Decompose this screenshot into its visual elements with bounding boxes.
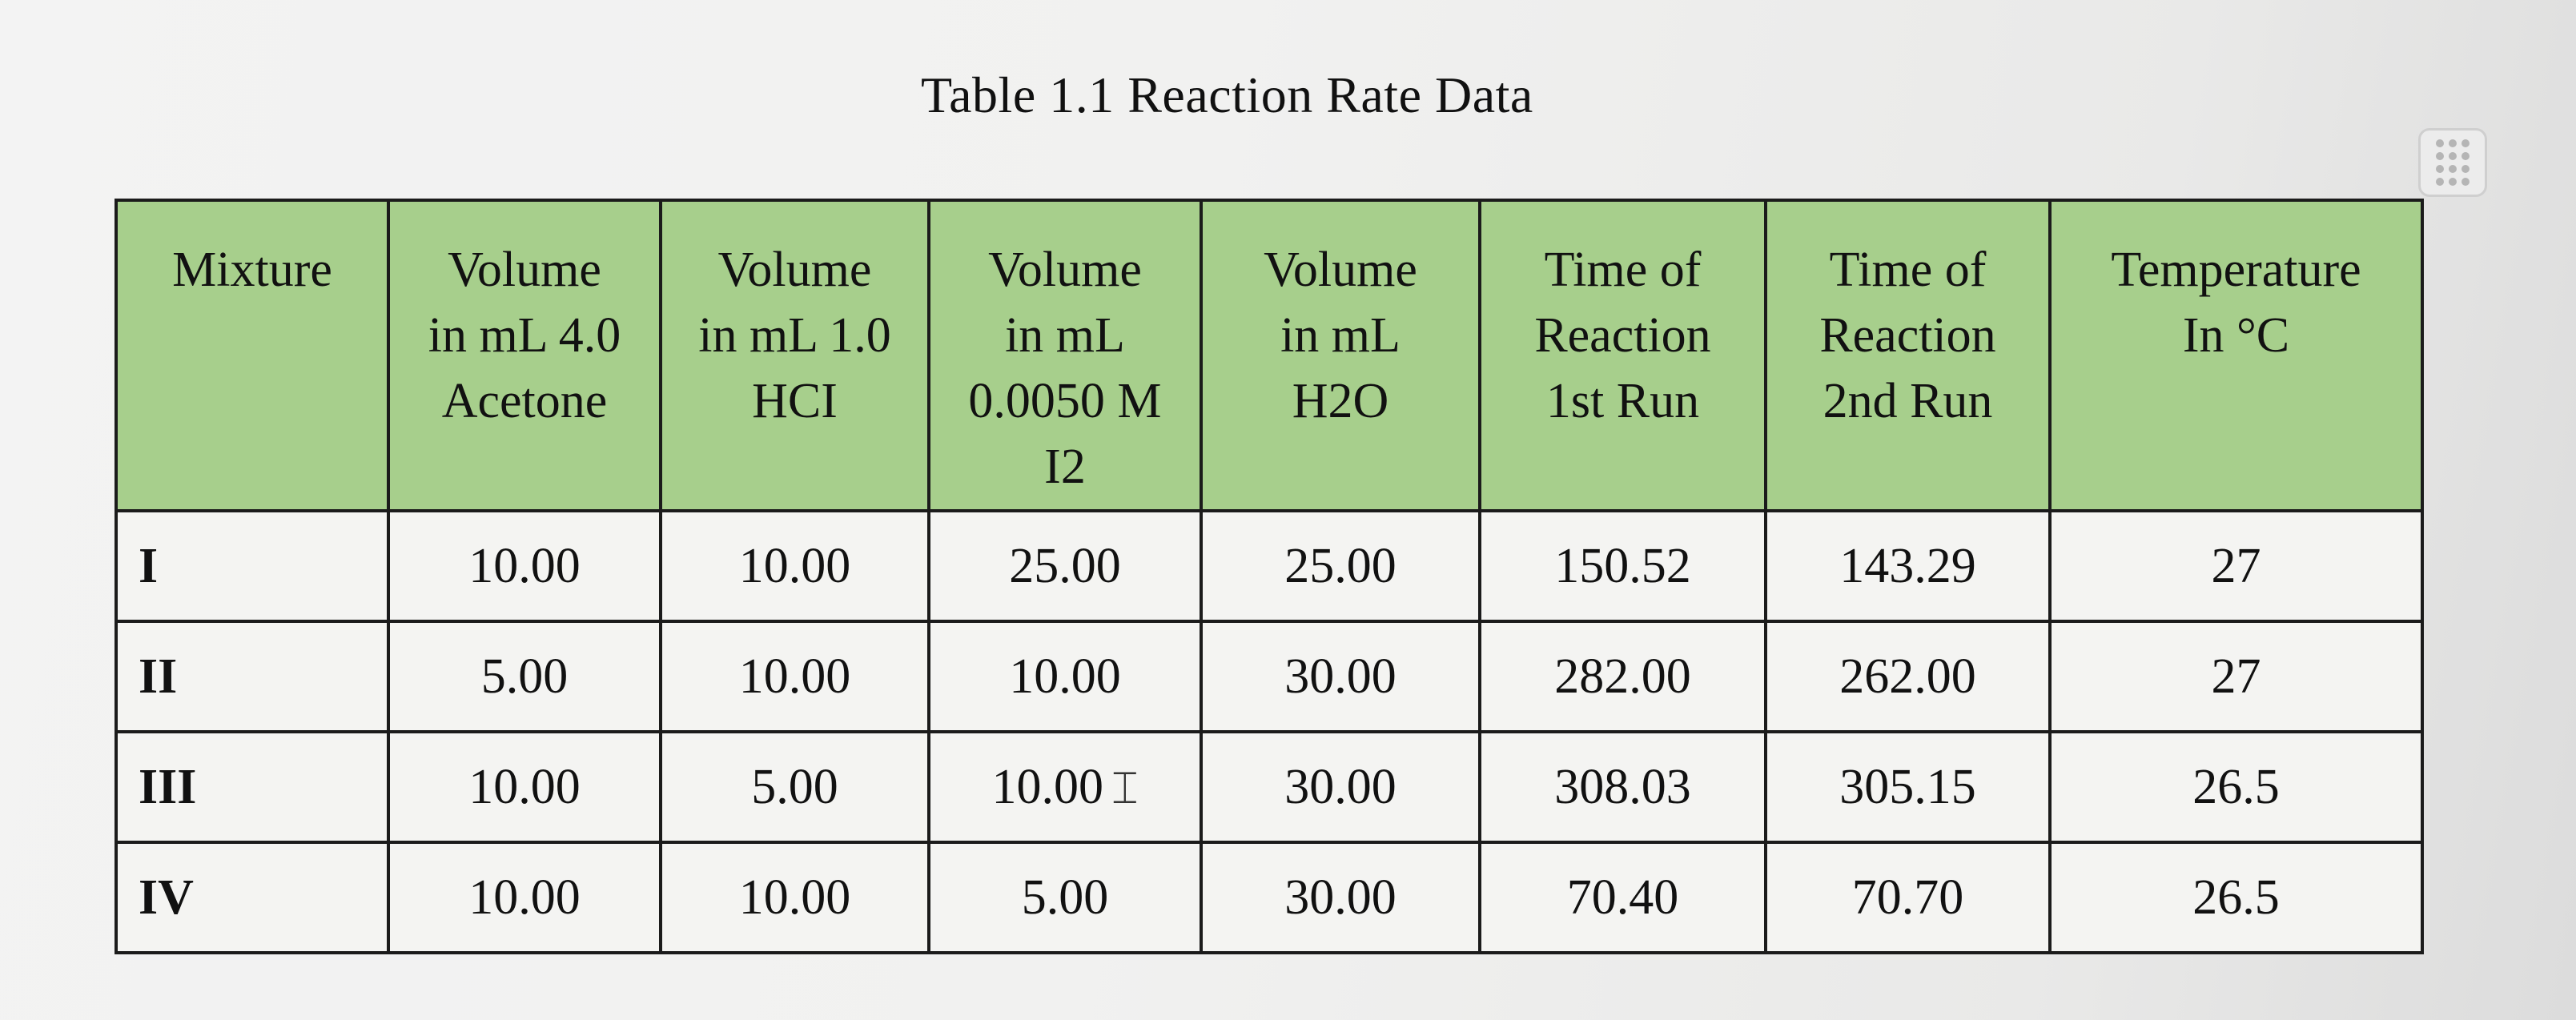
header-iodine-volume: Volume in mL 0.0050 M I2 [927,199,1203,512]
table-cell[interactable]: 282.00 [1478,620,1767,733]
mixture-label[interactable]: III [115,730,390,844]
header-hcl-volume: Volume in mL 1.0 HCI [659,199,930,512]
table-row: IV 10.00 10.00 5.00 30.00 70.40 70.70 26… [115,841,2424,954]
table-cell[interactable]: 26.5 [2048,730,2424,844]
table-cell[interactable]: 10.00 [387,509,662,623]
table-cell[interactable]: 25.00 [1200,509,1481,623]
mixture-label[interactable]: IV [115,841,390,954]
mixture-label[interactable]: I [115,509,390,623]
table-caption: Table 1.1 Reaction Rate Data [921,66,1533,123]
table-row: III 10.00 5.00 10.00 ⌶ 30.00 308.03 305.1… [115,730,2424,844]
table-cell[interactable]: 305.15 [1764,730,2052,844]
table-row: II 5.00 10.00 10.00 30.00 282.00 262.00 … [115,620,2424,733]
table-cell[interactable]: 10.00 [387,841,662,954]
table-cell[interactable]: 70.40 [1478,841,1767,954]
table-cell[interactable]: 10.00 [659,620,930,733]
header-time-2nd-run: Time of Reaction 2nd Run [1764,199,2052,512]
grip-dots [2436,139,2470,186]
table-cell[interactable]: 30.00 [1200,620,1481,733]
table-cell[interactable]: 10.00 [659,509,930,623]
drag-handle-icon[interactable] [2418,128,2487,197]
table-cell[interactable]: 10.00 ⌶ [927,730,1203,844]
table-cell[interactable]: 143.29 [1764,509,2052,623]
header-mixture: Mixture [115,199,390,512]
table-cell[interactable]: 5.00 [659,730,930,844]
header-temperature: Temperature In °C [2048,199,2424,512]
table-cell[interactable]: 10.00 [659,841,930,954]
table-cell[interactable]: 25.00 [927,509,1203,623]
header-time-1st-run: Time of Reaction 1st Run [1478,199,1767,512]
header-row: Mixture Volume in mL 4.0 Acetone Volume … [115,199,2424,512]
reaction-rate-table: Mixture Volume in mL 4.0 Acetone Volume … [115,199,2424,954]
table-cell[interactable]: 27 [2048,620,2424,733]
table-cell[interactable]: 308.03 [1478,730,1767,844]
table-cell[interactable]: 10.00 [927,620,1203,733]
mixture-label[interactable]: II [115,620,390,733]
table-cell[interactable]: 5.00 [387,620,662,733]
cell-value: 10.00 [991,759,1103,814]
table-cell[interactable]: 150.52 [1478,509,1767,623]
table-cell[interactable]: 70.70 [1764,841,2052,954]
table-cell[interactable]: 26.5 [2048,841,2424,954]
table-cell[interactable]: 262.00 [1764,620,2052,733]
table-row: I 10.00 10.00 25.00 25.00 150.52 143.29 … [115,509,2424,623]
header-water-volume: Volume in mL H2O [1200,199,1481,512]
text-cursor-icon: ⌶ [1111,761,1139,814]
table-cell[interactable]: 30.00 [1200,841,1481,954]
table-cell[interactable]: 27 [2048,509,2424,623]
header-acetone-volume: Volume in mL 4.0 Acetone [387,199,662,512]
table-cell[interactable]: 5.00 [927,841,1203,954]
table-cell[interactable]: 30.00 [1200,730,1481,844]
table-cell[interactable]: 10.00 [387,730,662,844]
